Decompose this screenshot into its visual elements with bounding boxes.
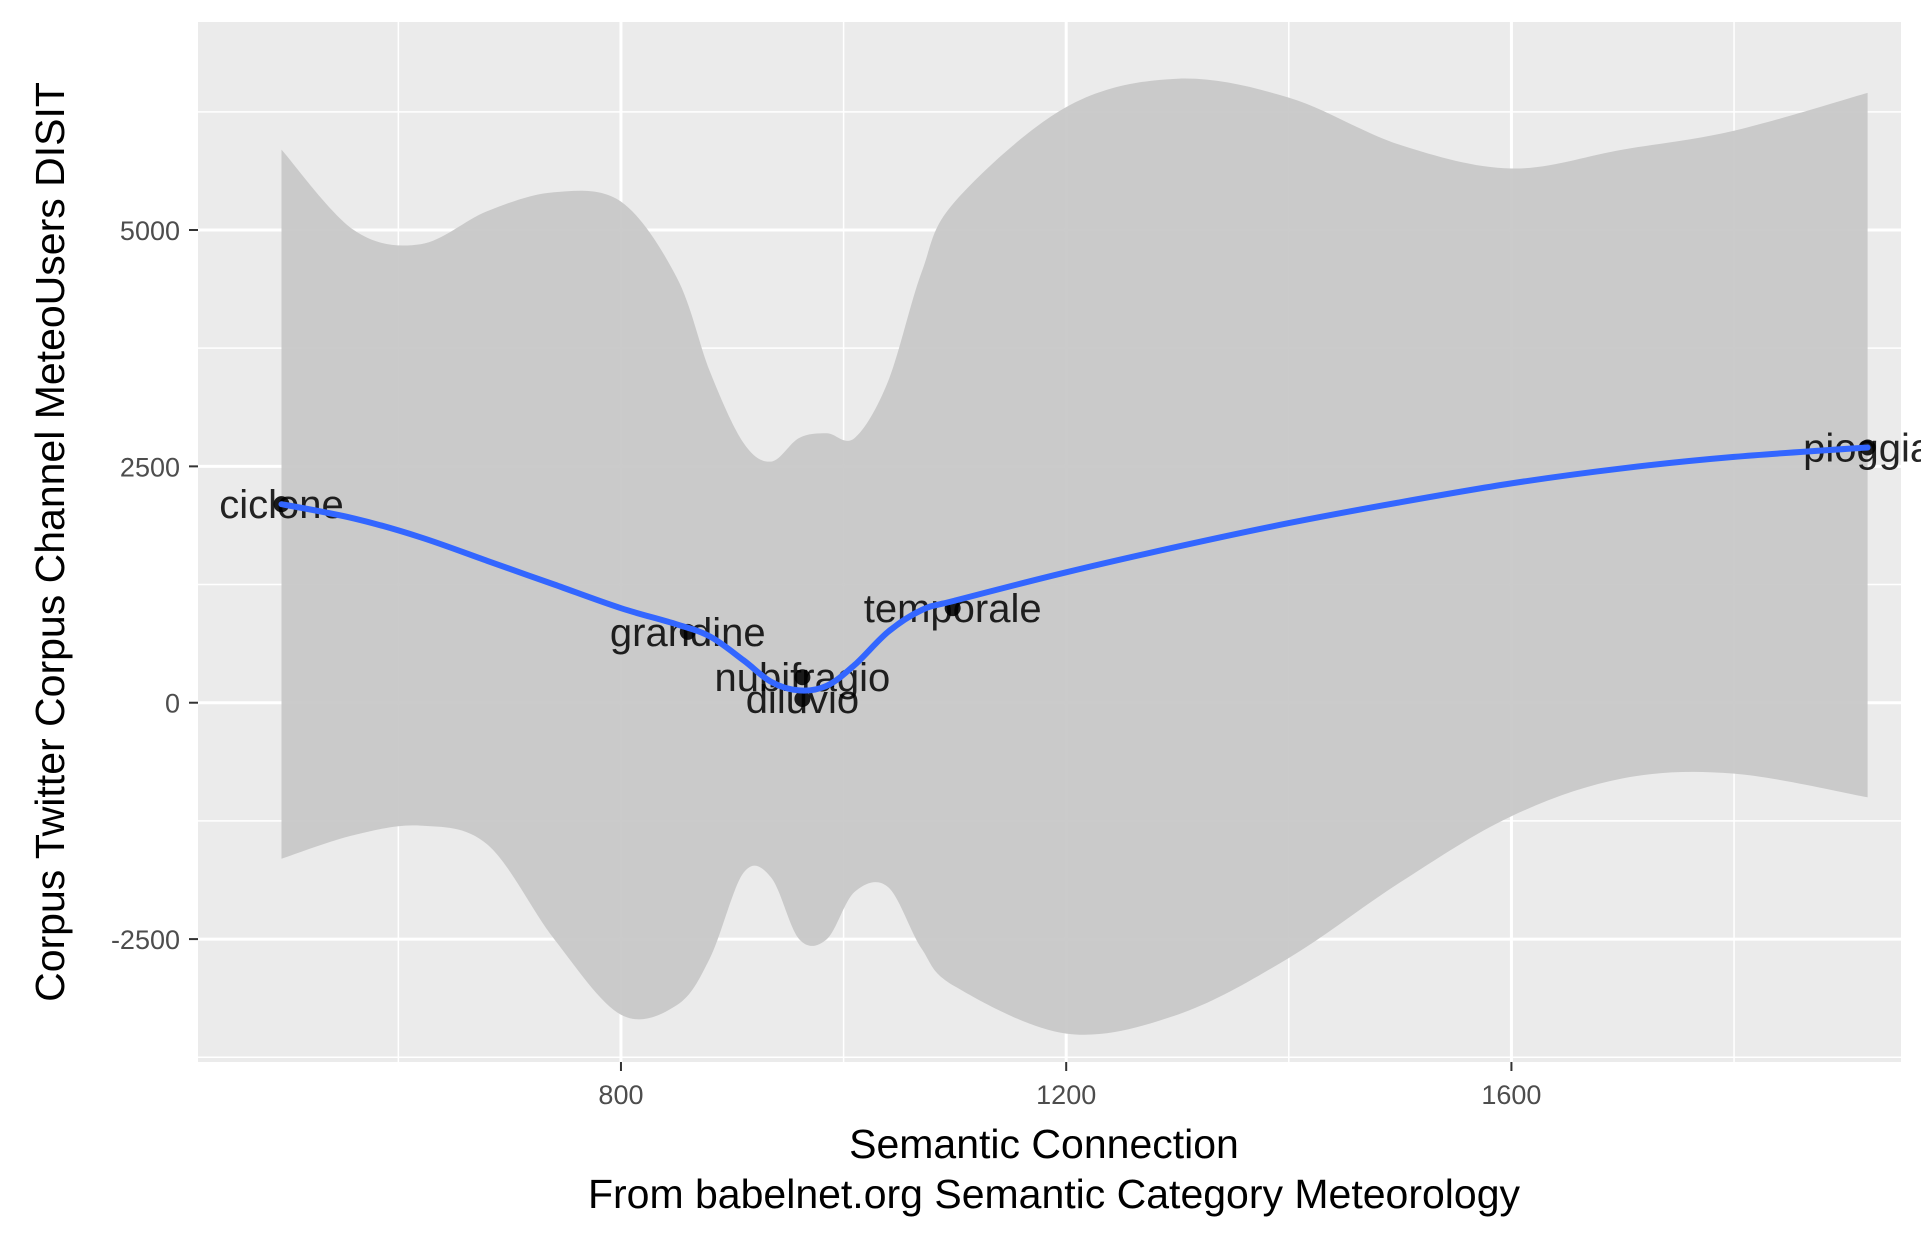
point-label: temporale xyxy=(864,587,1042,631)
x-tick-label: 1200 xyxy=(1036,1080,1096,1110)
smooth-line xyxy=(278,444,1871,694)
y-axis-title: Corpus Twitter Corpus Channel MeteoUsers… xyxy=(27,82,73,1002)
x-axis: 800 1200 1600 xyxy=(598,1062,1541,1110)
y-axis: -2500 0 2500 5000 xyxy=(111,216,198,955)
point-label: diluvio xyxy=(746,678,859,722)
x-tick-label: 800 xyxy=(598,1080,643,1110)
confidence-ribbon xyxy=(281,78,1868,1035)
data-point xyxy=(794,690,811,707)
x-tick-label: 1600 xyxy=(1481,1080,1541,1110)
point-labels: ciclonegrandinenubifragiodiluviotemporal… xyxy=(219,426,1921,721)
y-tick-label: 2500 xyxy=(120,452,180,482)
data-point xyxy=(794,669,811,686)
y-tick-label: 5000 xyxy=(120,216,180,246)
y-tick-label: 0 xyxy=(165,689,180,719)
point-label: grandine xyxy=(610,611,766,655)
y-tick-label: -2500 xyxy=(111,925,180,955)
x-axis-title: Semantic Connection xyxy=(849,1121,1239,1167)
x-axis-subtitle: From babelnet.org Semantic Category Mete… xyxy=(588,1171,1521,1217)
